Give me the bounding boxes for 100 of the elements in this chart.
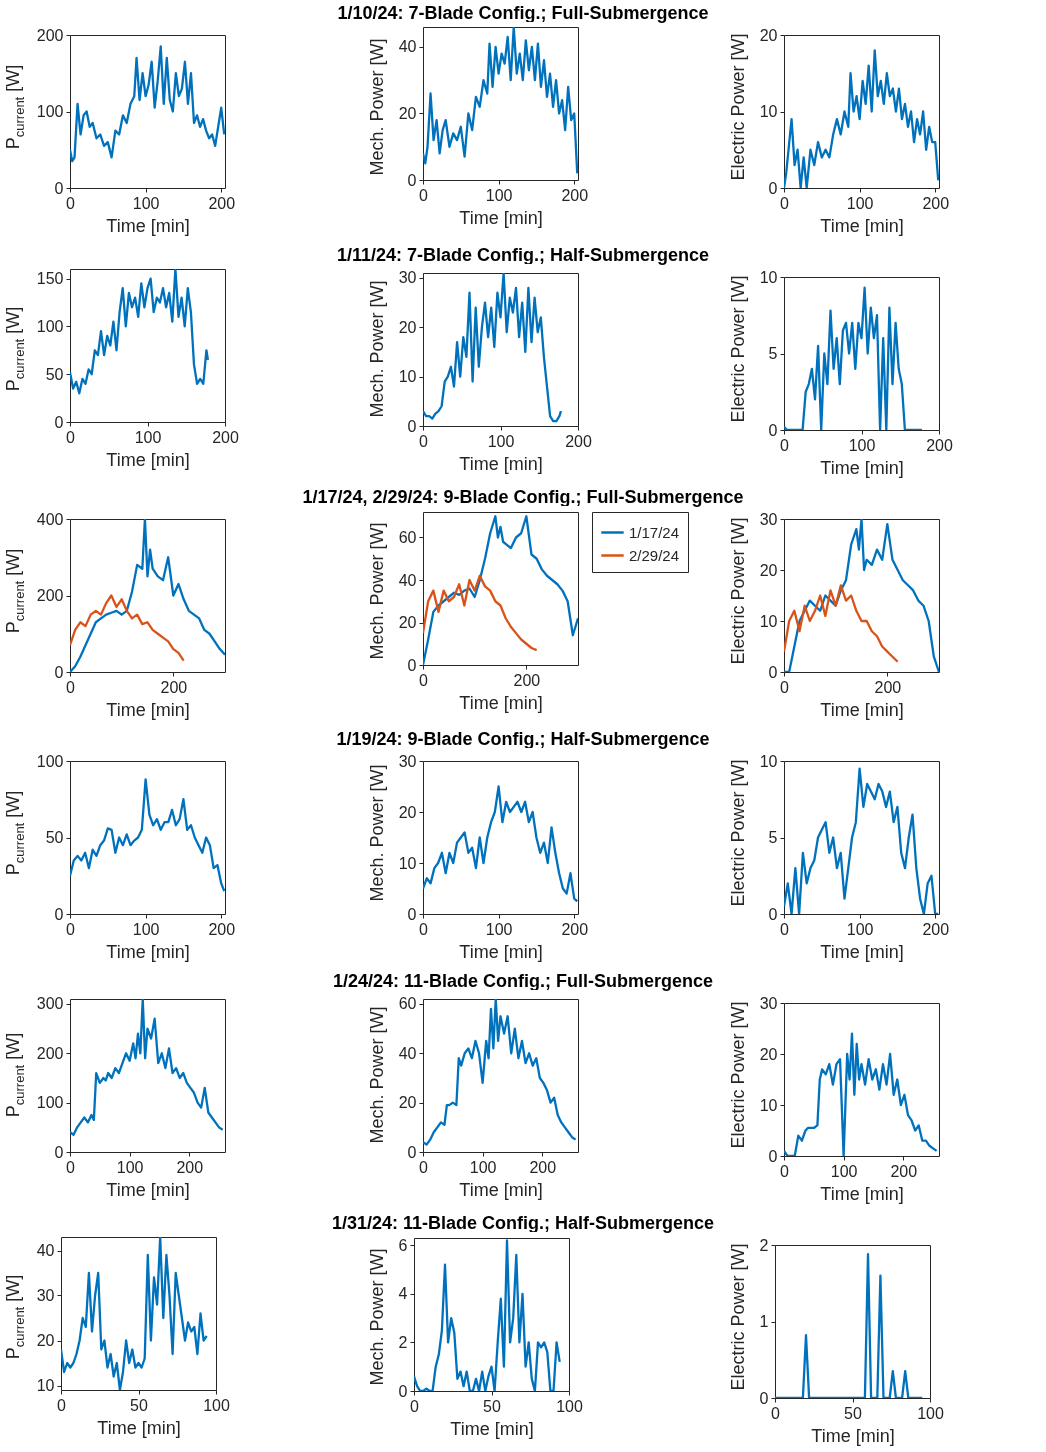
x-tick-label: 0 <box>66 1158 76 1176</box>
y-tick-label: 200 <box>36 1044 64 1062</box>
y-tick-label: 10 <box>759 1096 778 1114</box>
x-axis-title: Time [min] <box>820 457 904 478</box>
y-axis-title: Electric Power [W] <box>727 517 749 665</box>
line-series <box>784 49 939 188</box>
x-axis-title: Time [min] <box>820 215 904 236</box>
y-tick-label: 1 <box>759 1313 769 1330</box>
x-axis-title: Time [min] <box>97 1417 181 1438</box>
y-tick-label: 20 <box>36 1332 55 1349</box>
x-tick-label: 200 <box>208 194 236 212</box>
x-tick-label: 0 <box>66 194 76 212</box>
line-series <box>414 1239 561 1391</box>
x-tick-label: 200 <box>212 428 239 446</box>
x-axis-title: Time [min] <box>106 215 190 236</box>
x-axis-title: Time [min] <box>820 941 904 962</box>
y-axis-title: Electric Power [W] <box>727 275 749 423</box>
y-tick-label: 150 <box>36 270 64 288</box>
y-tick-label: 200 <box>36 26 64 44</box>
y-axis-title: Electric Power [W] <box>727 1001 749 1149</box>
x-tick-label: 0 <box>780 194 790 212</box>
x-tick-label: 200 <box>890 1162 918 1180</box>
y-axis-title: Mech. Power [W] <box>366 764 388 902</box>
line-series <box>423 574 538 652</box>
chart-title: 1/10/24: 7-Blade Config.; Full-Submergence <box>337 3 709 24</box>
y-tick-label: 30 <box>759 510 778 528</box>
x-tick-label: 50 <box>130 1396 148 1414</box>
y-tick-label: 100 <box>36 752 64 770</box>
y-tick-label: 20 <box>398 1094 417 1112</box>
y-tick-label: 20 <box>398 803 417 821</box>
y-tick-label: 0 <box>398 1382 408 1400</box>
x-tick-label: 50 <box>844 1404 862 1422</box>
y-tick-label: 10 <box>759 612 778 630</box>
y-tick-label: 20 <box>398 318 417 336</box>
line-series <box>70 45 225 163</box>
x-tick-label: 200 <box>926 436 953 454</box>
x-tick-label: 100 <box>485 920 513 938</box>
x-axis-title: Time [min] <box>459 207 543 228</box>
x-tick-label: 200 <box>208 920 236 938</box>
y-axis-title: Mech. Power [W] <box>366 1006 388 1144</box>
x-tick-label: 200 <box>561 920 589 938</box>
line-series <box>423 27 578 175</box>
x-tick-label: 100 <box>469 1158 497 1176</box>
y-tick-label: 0 <box>407 171 417 189</box>
y-tick-label: 60 <box>398 529 417 546</box>
y-tick-label: 10 <box>398 368 417 386</box>
x-tick-label: 100 <box>485 186 513 204</box>
legend-label: 2/29/24 <box>629 546 680 564</box>
x-tick-label: 100 <box>203 1396 230 1414</box>
x-tick-label: 0 <box>66 678 76 696</box>
x-tick-label: 0 <box>419 671 429 689</box>
x-tick-label: 200 <box>565 432 592 450</box>
x-tick-label: 100 <box>132 920 160 938</box>
y-tick-label: 40 <box>398 1044 417 1062</box>
x-tick-label: 0 <box>780 920 790 938</box>
y-tick-label: 40 <box>398 571 417 589</box>
y-tick-label: 300 <box>36 995 64 1013</box>
x-tick-label: 200 <box>922 920 950 938</box>
y-tick-label: 60 <box>398 995 417 1013</box>
x-tick-label: 100 <box>917 1404 944 1422</box>
y-tick-label: 50 <box>45 829 64 846</box>
y-tick-label: 10 <box>759 752 778 770</box>
x-axis-title: Time [min] <box>820 1183 904 1204</box>
x-tick-label: 0 <box>419 1158 429 1176</box>
x-tick-label: 200 <box>160 678 188 696</box>
y-tick-label: 5 <box>768 829 778 846</box>
y-tick-label: 0 <box>407 1143 417 1161</box>
y-tick-label: 50 <box>45 365 64 383</box>
line-series <box>70 778 225 893</box>
x-tick-label: 100 <box>132 194 160 212</box>
x-tick-label: 200 <box>529 1158 557 1176</box>
line-series <box>784 767 939 914</box>
chart-title: 1/17/24, 2/29/24: 9-Blade Config.; Full-Submergence <box>302 487 744 508</box>
x-axis-title: Time [min] <box>459 1179 543 1200</box>
y-tick-label: 0 <box>407 417 417 435</box>
x-tick-label: 200 <box>874 678 902 696</box>
x-tick-label: 200 <box>561 186 589 204</box>
x-tick-label: 100 <box>116 1158 144 1176</box>
x-tick-label: 100 <box>134 428 162 446</box>
x-tick-label: 0 <box>419 432 429 450</box>
y-tick-label: 5 <box>768 345 778 362</box>
x-axis-title: Time [min] <box>450 1418 534 1439</box>
x-tick-label: 100 <box>556 1397 583 1415</box>
y-axis-title: Mech. Power [W] <box>366 280 388 418</box>
y-tick-label: 100 <box>36 103 64 120</box>
y-axis-title: Mech. Power [W] <box>366 1248 388 1386</box>
x-tick-label: 200 <box>513 671 541 689</box>
x-tick-label: 0 <box>66 428 76 446</box>
y-tick-label: 10 <box>398 854 417 872</box>
y-tick-label: 4 <box>398 1285 408 1303</box>
y-tick-label: 20 <box>759 561 778 579</box>
line-series <box>775 1253 924 1398</box>
x-tick-label: 100 <box>848 436 876 454</box>
y-axis-title: Electric Power [W] <box>727 33 749 181</box>
x-tick-label: 0 <box>780 678 790 696</box>
y-axis-title: Mech. Power [W] <box>366 38 388 176</box>
y-tick-label: 40 <box>36 1242 55 1259</box>
y-tick-label: 200 <box>36 587 64 604</box>
x-axis-title: Time [min] <box>811 1425 895 1446</box>
y-tick-label: 400 <box>36 510 64 528</box>
